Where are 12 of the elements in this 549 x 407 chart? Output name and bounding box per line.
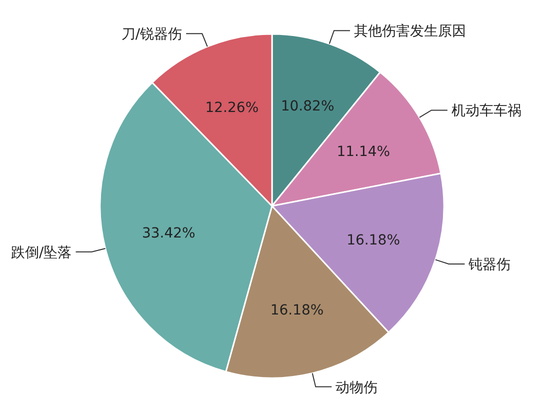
slice-label: 机动车车祸 — [451, 103, 522, 120]
data-label: 11.14% — [336, 144, 390, 160]
slice-label: 动物伤 — [336, 380, 378, 396]
slice-label: 钝器伤 — [468, 257, 511, 274]
slice-label: 跌倒/坠落 — [11, 244, 72, 261]
data-label: 33.42% — [142, 225, 196, 242]
data-label: 16.18% — [270, 302, 324, 319]
data-label: 16.18% — [346, 232, 400, 248]
slice-label: 刀/锐器伤 — [121, 26, 182, 43]
slice-label: 其他伤害发生原因 — [354, 24, 466, 40]
data-label: 10.82% — [280, 98, 334, 114]
data-label: 12.26% — [205, 100, 259, 116]
